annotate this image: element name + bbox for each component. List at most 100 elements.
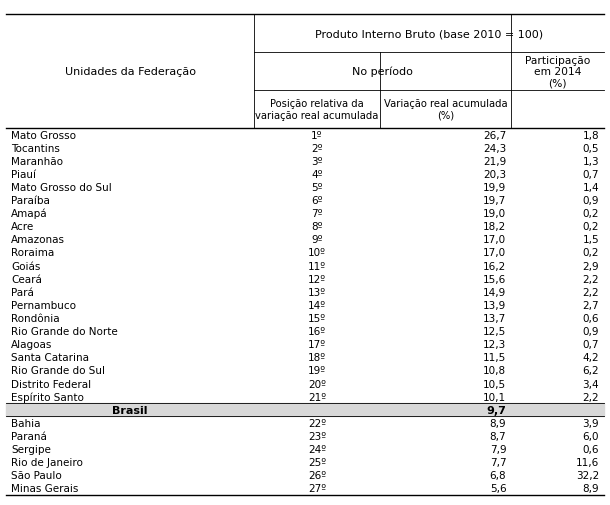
Text: 7º: 7º: [311, 209, 323, 219]
Text: 8,7: 8,7: [490, 431, 506, 441]
Text: 16º: 16º: [308, 326, 326, 336]
Text: Maranhão: Maranhão: [11, 157, 63, 167]
Text: Roraima: Roraima: [11, 248, 54, 258]
Text: Produto Interno Bruto (base 2010 = 100): Produto Interno Bruto (base 2010 = 100): [315, 29, 543, 39]
Text: Participação
em 2014
(%): Participação em 2014 (%): [525, 56, 590, 88]
Text: 13,9: 13,9: [483, 300, 506, 310]
Text: 18,2: 18,2: [483, 222, 506, 232]
Text: São Paulo: São Paulo: [11, 470, 62, 480]
Text: 4,2: 4,2: [583, 352, 599, 363]
Text: 0,6: 0,6: [583, 314, 599, 323]
Text: 0,6: 0,6: [583, 444, 599, 454]
Text: 10,5: 10,5: [483, 379, 506, 389]
Text: 13º: 13º: [308, 287, 326, 297]
Text: 17º: 17º: [308, 339, 326, 349]
Text: 3,4: 3,4: [583, 379, 599, 389]
Text: 8º: 8º: [311, 222, 323, 232]
Text: Paraíba: Paraíba: [11, 196, 50, 206]
Text: 10,8: 10,8: [483, 366, 506, 376]
Text: 6,0: 6,0: [583, 431, 599, 441]
Text: 3,9: 3,9: [583, 418, 599, 428]
Text: 0,2: 0,2: [583, 248, 599, 258]
Text: 20,3: 20,3: [483, 170, 506, 180]
Text: Tocantins: Tocantins: [11, 143, 60, 154]
Text: 2,2: 2,2: [583, 392, 599, 402]
Text: 1,4: 1,4: [583, 183, 599, 192]
Text: 32,2: 32,2: [576, 470, 599, 480]
Text: 14º: 14º: [308, 300, 326, 310]
Text: 12º: 12º: [308, 274, 326, 284]
Text: 26º: 26º: [308, 470, 326, 480]
Text: Rio Grande do Sul: Rio Grande do Sul: [11, 366, 105, 376]
Text: 19,7: 19,7: [483, 196, 506, 206]
Text: 11º: 11º: [308, 261, 326, 271]
Text: Rondônia: Rondônia: [11, 314, 60, 323]
Text: 2,7: 2,7: [583, 300, 599, 310]
Text: 1,5: 1,5: [583, 235, 599, 245]
Text: Mato Grosso do Sul: Mato Grosso do Sul: [11, 183, 112, 192]
Text: 2,9: 2,9: [583, 261, 599, 271]
Text: 0,5: 0,5: [583, 143, 599, 154]
Text: 2,2: 2,2: [583, 287, 599, 297]
Text: 9º: 9º: [311, 235, 323, 245]
Text: 14,9: 14,9: [483, 287, 506, 297]
Text: 4º: 4º: [311, 170, 323, 180]
Text: 2º: 2º: [311, 143, 323, 154]
Text: 0,7: 0,7: [583, 170, 599, 180]
Text: 21,9: 21,9: [483, 157, 506, 167]
Text: 26,7: 26,7: [483, 130, 506, 140]
Text: No período: No período: [353, 67, 413, 77]
Text: 0,2: 0,2: [583, 209, 599, 219]
Text: 19º: 19º: [308, 366, 326, 376]
Text: Minas Gerais: Minas Gerais: [11, 483, 78, 493]
Text: 8,9: 8,9: [490, 418, 506, 428]
Text: 6,8: 6,8: [490, 470, 506, 480]
Text: Ceará: Ceará: [11, 274, 42, 284]
Text: 15º: 15º: [308, 314, 326, 323]
Text: 11,6: 11,6: [576, 457, 599, 467]
Text: Unidades da Federação: Unidades da Federação: [65, 67, 196, 77]
Text: Piauí: Piauí: [11, 170, 36, 180]
Text: 27º: 27º: [308, 483, 326, 493]
Text: 7,7: 7,7: [490, 457, 506, 467]
Text: 8,9: 8,9: [583, 483, 599, 493]
Text: 9,7: 9,7: [487, 405, 506, 415]
Text: 16,2: 16,2: [483, 261, 506, 271]
Text: Alagoas: Alagoas: [11, 339, 52, 349]
Text: Amapá: Amapá: [11, 209, 48, 219]
Text: 24,3: 24,3: [483, 143, 506, 154]
Text: 5º: 5º: [311, 183, 323, 192]
Text: 7,9: 7,9: [490, 444, 506, 454]
Text: 0,2: 0,2: [583, 222, 599, 232]
Bar: [6, 403, 604, 417]
Text: 24º: 24º: [308, 444, 326, 454]
Text: Pernambuco: Pernambuco: [11, 300, 76, 310]
Text: Pará: Pará: [11, 287, 34, 297]
Text: 19,0: 19,0: [483, 209, 506, 219]
Text: Variação real acumulada
(%): Variação real acumulada (%): [384, 99, 508, 121]
Text: 22º: 22º: [308, 418, 326, 428]
Text: 10º: 10º: [308, 248, 326, 258]
Text: Sergipe: Sergipe: [11, 444, 51, 454]
Text: 21º: 21º: [308, 392, 326, 402]
Text: 12,3: 12,3: [483, 339, 506, 349]
Text: 12,5: 12,5: [483, 326, 506, 336]
Text: 2,2: 2,2: [583, 274, 599, 284]
Text: 1º: 1º: [311, 130, 323, 140]
Text: 1,8: 1,8: [583, 130, 599, 140]
Text: 0,7: 0,7: [583, 339, 599, 349]
Text: 19,9: 19,9: [483, 183, 506, 192]
Text: 13,7: 13,7: [483, 314, 506, 323]
Text: Posição relativa da
variação real acumulada: Posição relativa da variação real acumul…: [255, 99, 379, 121]
Text: Santa Catarina: Santa Catarina: [11, 352, 89, 363]
Text: Rio Grande do Norte: Rio Grande do Norte: [11, 326, 118, 336]
Text: 11,5: 11,5: [483, 352, 506, 363]
Text: Brasil: Brasil: [112, 405, 148, 415]
Text: 18º: 18º: [308, 352, 326, 363]
Text: Espírito Santo: Espírito Santo: [11, 391, 84, 402]
Text: 17,0: 17,0: [483, 235, 506, 245]
Text: Bahia: Bahia: [11, 418, 40, 428]
Text: 1,3: 1,3: [583, 157, 599, 167]
Text: 17,0: 17,0: [483, 248, 506, 258]
Text: 0,9: 0,9: [583, 326, 599, 336]
